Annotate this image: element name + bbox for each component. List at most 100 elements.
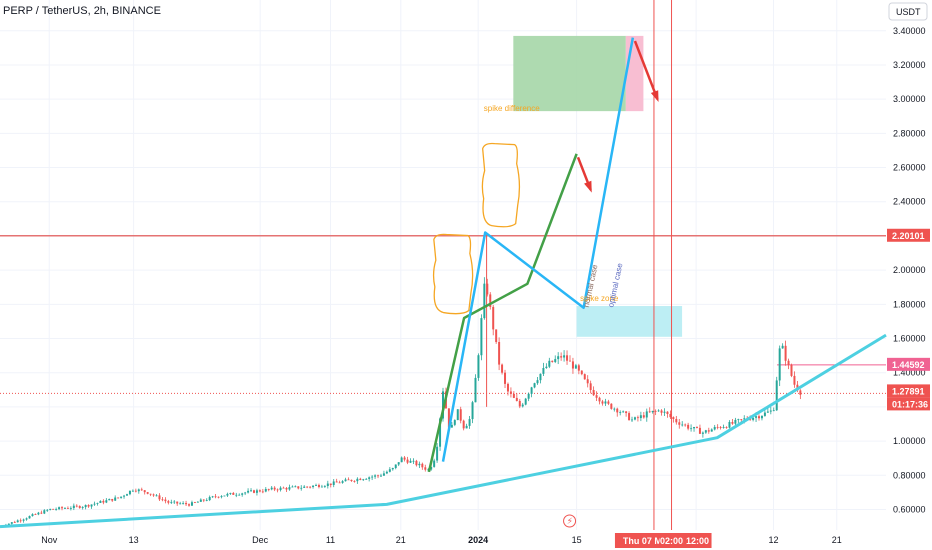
candle-body [536, 380, 539, 384]
candle-body [123, 495, 126, 497]
candle-body [524, 398, 527, 405]
candle-body [453, 420, 456, 425]
candle-body [701, 432, 704, 434]
candle-body [781, 345, 784, 349]
candle-body [601, 401, 604, 404]
candle-body [382, 473, 385, 476]
candle-body [504, 372, 507, 384]
x-tick-label: 21 [832, 535, 842, 545]
y-tick-label: 1.40000 [893, 368, 926, 378]
y-tick-label: 1.60000 [893, 334, 926, 344]
candle-body [377, 475, 380, 477]
candle-body [760, 415, 763, 419]
candle-body [749, 419, 752, 421]
candle-body [385, 471, 388, 474]
candle-body [690, 428, 693, 430]
candle-body [31, 514, 34, 517]
candle-body [734, 419, 737, 424]
candle-body [226, 493, 229, 496]
candle-body [793, 375, 796, 385]
candle-body [332, 481, 335, 485]
optimal-case-arrow-shaft [633, 40, 659, 100]
candle-body [323, 485, 326, 487]
candle-body [628, 413, 631, 421]
candle-body [297, 486, 300, 489]
candle-body [61, 507, 64, 509]
candle-body [645, 411, 648, 418]
candle-body [586, 379, 589, 384]
y-tick-label: 2.80000 [893, 128, 926, 138]
candle-body [84, 505, 87, 508]
candle-body [241, 493, 244, 495]
candle-body [743, 418, 746, 420]
candle-body [69, 508, 72, 509]
spike-difference-outline-right [481, 142, 521, 228]
candle-body [571, 361, 574, 369]
candle-body [542, 368, 545, 374]
x-tick-label: Nov [41, 535, 58, 545]
crosshair-time2-bg [683, 533, 712, 548]
candle-body [421, 463, 424, 468]
candle-body [430, 466, 433, 470]
candle-body [108, 498, 111, 501]
spike-zone-label: spike zone [580, 294, 619, 303]
magenta-price-tag-bg [887, 357, 930, 371]
candle-body [134, 490, 137, 492]
candle-body [202, 499, 205, 501]
candle-body [344, 479, 347, 482]
candle-body [704, 430, 707, 433]
candle-body [501, 364, 504, 373]
candle-body [580, 370, 583, 375]
currency-button[interactable] [888, 2, 928, 21]
y-tick-label: 0.80000 [893, 470, 926, 480]
candle-body [28, 516, 31, 519]
candle-body [368, 477, 371, 479]
current-price-tag-bg [887, 384, 930, 398]
candle-body [436, 446, 439, 461]
candle-body [303, 486, 306, 488]
candle-body [52, 508, 55, 510]
candle-body [498, 341, 501, 365]
x-tick-label: 21 [396, 535, 406, 545]
candle-body [433, 460, 436, 467]
candle-body [282, 487, 285, 489]
candle-body [725, 427, 728, 428]
flash-icon [563, 514, 577, 528]
candle-body [639, 415, 642, 419]
candle-body [320, 486, 323, 488]
x-tick-label: Dec [252, 535, 269, 545]
candle-body [778, 348, 781, 381]
candle-body [131, 490, 134, 492]
candle-body [424, 467, 427, 470]
candle-body [291, 486, 294, 488]
y-tick-label: 3.40000 [893, 26, 926, 36]
candle-body [75, 505, 78, 507]
candle-body [598, 397, 601, 402]
candle-body [179, 503, 182, 505]
candle-body [25, 518, 28, 520]
candle-body [465, 425, 468, 429]
x-tick-label: 11 [326, 535, 335, 545]
y-tick-label: 1.80000 [893, 299, 926, 309]
candle-body [799, 390, 802, 395]
candle-body [199, 499, 202, 502]
candle-body [462, 420, 465, 429]
y-tick-label: 0.60000 [893, 504, 926, 514]
candle-body [267, 489, 270, 490]
candle-body [229, 492, 232, 494]
candle-body [270, 487, 273, 490]
candle-body [613, 408, 616, 410]
candle-body [306, 486, 309, 488]
candle-body [412, 460, 415, 462]
candle-body [468, 419, 471, 426]
candle-body [716, 426, 719, 428]
candle-body [185, 503, 188, 505]
candle-body [740, 419, 743, 421]
y-tick-label: 1.00000 [893, 436, 926, 446]
candle-body [610, 403, 613, 409]
candle-body [415, 460, 418, 466]
candle-body [554, 359, 557, 362]
candle-body [19, 520, 22, 522]
candle-body [43, 510, 46, 514]
